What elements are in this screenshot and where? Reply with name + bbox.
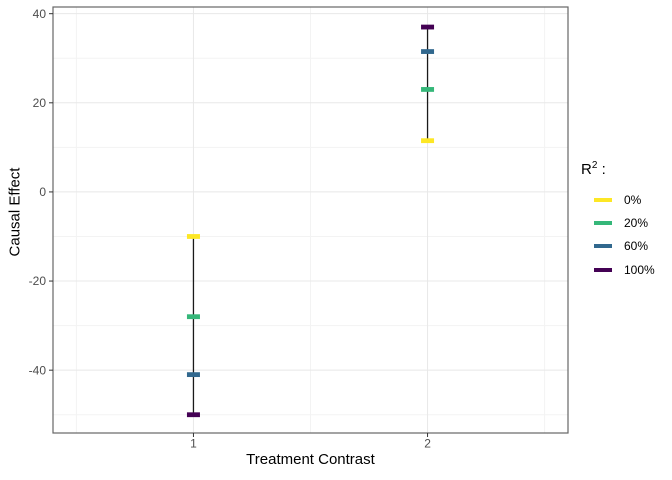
legend-item-label: 60% — [624, 239, 649, 254]
legend-title-base: R — [581, 161, 592, 178]
y-tick-label: -20 — [29, 274, 47, 288]
y-tick-label: 20 — [33, 96, 47, 110]
legend-key-swatch — [594, 244, 612, 249]
legend-items: 0% 20% 60% 100% — [581, 188, 655, 281]
legend-title-suffix: : — [597, 161, 606, 178]
legend-title: R2 : — [581, 161, 655, 179]
legend-key-swatch — [594, 267, 612, 272]
effect-marker-20% — [186, 314, 200, 320]
effect-marker-0% — [186, 234, 200, 239]
legend-item: 20% — [581, 211, 655, 234]
effect-marker-100% — [421, 24, 435, 30]
panel-border — [52, 6, 569, 434]
legend-item: 100% — [581, 258, 655, 281]
effect-marker-0% — [421, 138, 435, 144]
x-tick-label: 1 — [190, 437, 197, 451]
effect-marker-60% — [421, 49, 435, 54]
x-axis-title: Treatment Contrast — [246, 451, 375, 468]
legend-item: 0% — [581, 188, 655, 211]
effect-marker-60% — [186, 372, 200, 378]
legend-item: 60% — [581, 235, 655, 258]
y-tick-label: 40 — [33, 7, 47, 21]
y-tick-label: 0 — [39, 185, 46, 199]
legend-item-label: 100% — [624, 262, 655, 277]
y-axis-title: Causal Effect — [6, 167, 24, 257]
x-tick-label: 2 — [424, 437, 431, 451]
y-tick-label: -40 — [29, 363, 47, 377]
legend-item-label: 0% — [624, 192, 642, 207]
legend: R2 : 0% 20% 60% 100% — [581, 161, 655, 281]
legend-key-swatch — [594, 197, 612, 202]
effect-marker-20% — [421, 87, 435, 92]
effect-marker-100% — [186, 412, 200, 418]
legend-item-label: 20% — [624, 215, 649, 230]
legend-key-swatch — [594, 220, 612, 225]
legend-title-superscript: 2 — [591, 160, 598, 171]
